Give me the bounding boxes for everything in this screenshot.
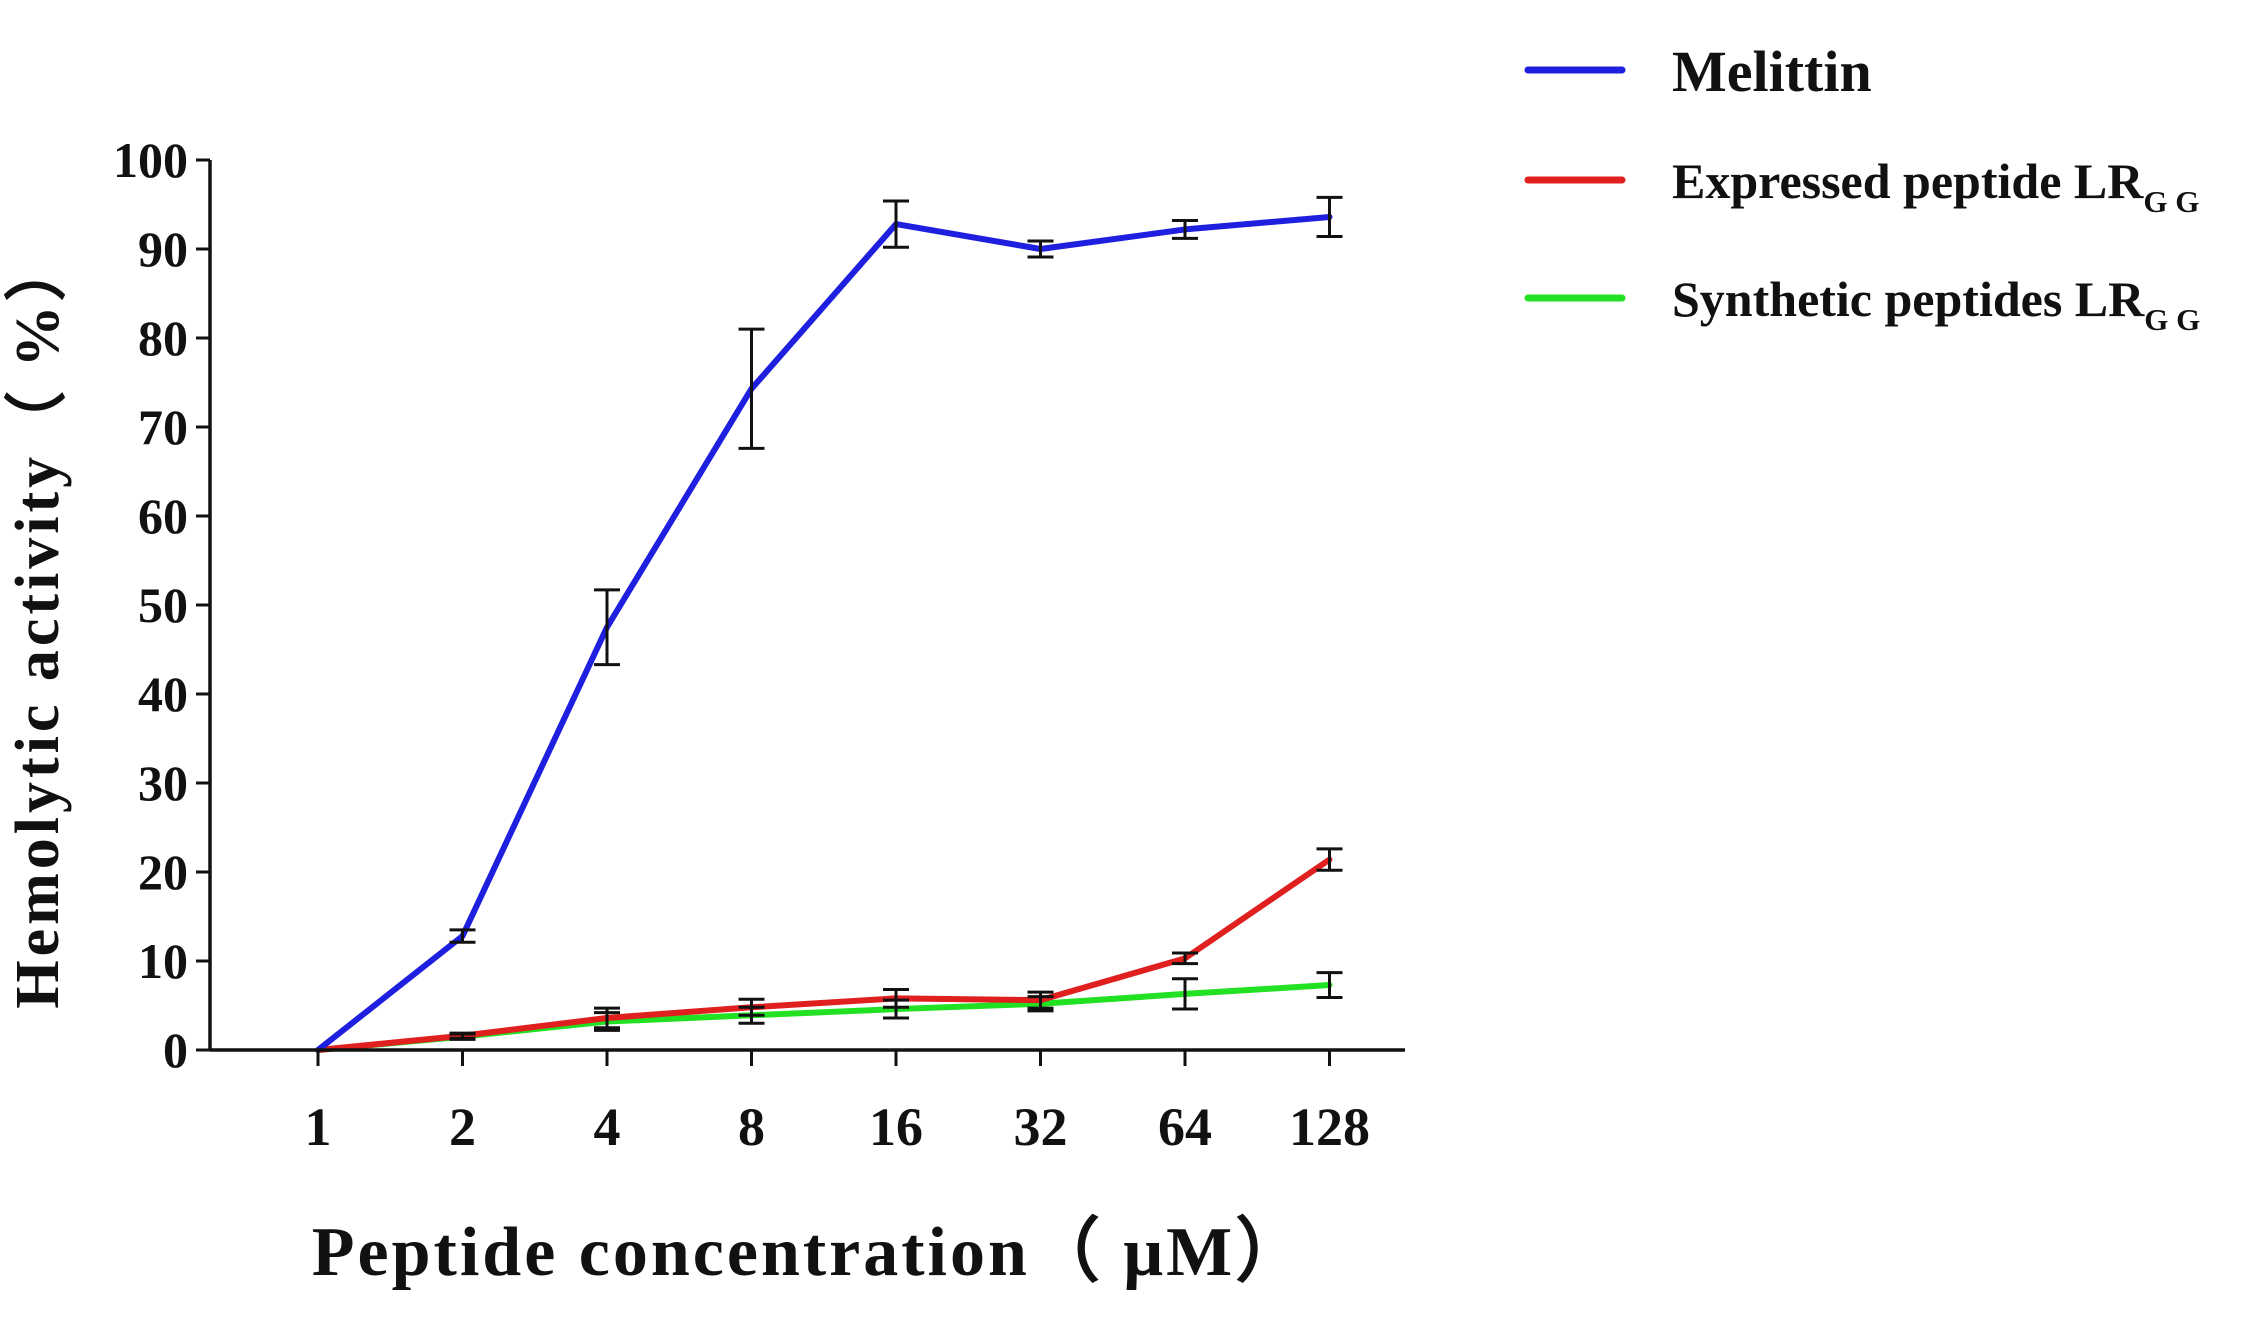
- y-tick-label: 100: [113, 132, 188, 188]
- legend-label: Synthetic peptides LRG G: [1672, 271, 2200, 337]
- y-axis-title: Hemolytic activity（ %）: [2, 235, 72, 1008]
- y-tick-label: 20: [138, 844, 188, 900]
- ticks-layer: 0 10 20 30 40 50 60 70 80 90 100 1 2 4 8 16 32 64 128: [113, 132, 1370, 1157]
- x-tick-label: 2: [449, 1097, 476, 1157]
- error-bars-layer: [449, 195, 1343, 1041]
- y-tick-label: 40: [138, 666, 188, 722]
- y-tick-label: 60: [138, 488, 188, 544]
- legend-label: Expressed peptide LRG G: [1672, 153, 2199, 219]
- x-axis-title: Peptide concentration（ μM）: [312, 1213, 1308, 1291]
- x-tick-label: 16: [869, 1097, 923, 1157]
- y-tick-label: 90: [138, 221, 188, 277]
- x-tick-label: 128: [1289, 1097, 1370, 1157]
- legend: Melittin Expressed peptide LRG G Synthetic…: [1524, 39, 2200, 337]
- x-tick-label: 8: [738, 1097, 765, 1157]
- legend-label-subscript: G G: [2143, 184, 2199, 219]
- series-layer: [315, 213, 1333, 1053]
- series-line-1: [315, 213, 1333, 1053]
- y-tick-label: 80: [138, 310, 188, 366]
- y-tick-label: 0: [163, 1022, 188, 1078]
- series-line-2: [315, 856, 1333, 1053]
- legend-label-subscript: G G: [2144, 302, 2200, 337]
- x-tick-label: 4: [594, 1097, 621, 1157]
- axes-layer: [208, 160, 1405, 1052]
- x-tick-label: 32: [1014, 1097, 1068, 1157]
- y-tick-label: 70: [138, 399, 188, 455]
- x-tick-label: 1: [305, 1097, 332, 1157]
- y-tick-label: 50: [138, 577, 188, 633]
- legend-label: Melittin: [1672, 39, 1872, 104]
- x-tick-label: 64: [1158, 1097, 1212, 1157]
- y-tick-label: 30: [138, 755, 188, 811]
- y-tick-label: 10: [138, 933, 188, 989]
